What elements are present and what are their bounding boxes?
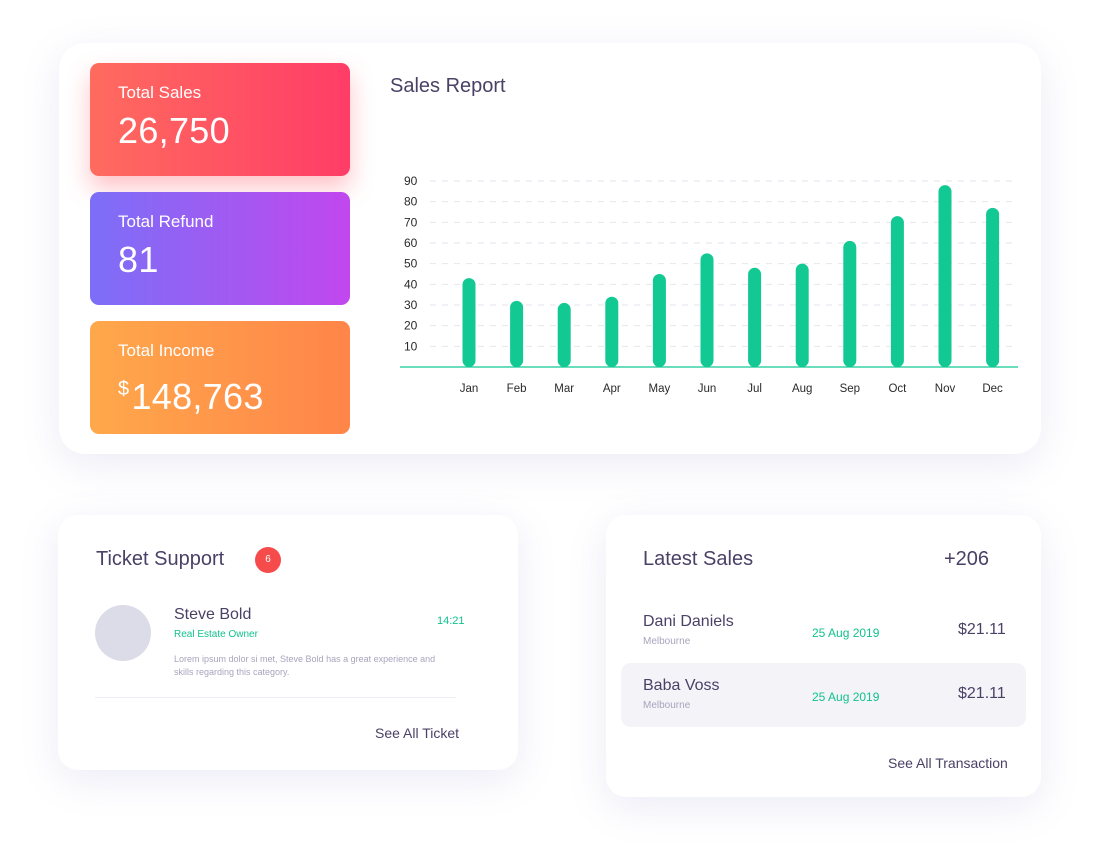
y-tick-label: 70: [404, 215, 418, 229]
x-tick-label: Aug: [792, 383, 812, 395]
x-tick-label: May: [649, 383, 671, 395]
chart-bar: [462, 278, 476, 367]
total-refund-card[interactable]: Total Refund 81: [90, 192, 350, 305]
currency-symbol: $: [118, 378, 130, 400]
total-income-value: 148,763: [131, 376, 264, 417]
ticket-user-role: Real Estate Owner: [174, 629, 258, 640]
sale-amount: $21.11: [958, 685, 1006, 702]
y-tick-label: 30: [404, 298, 418, 312]
see-all-ticket-link[interactable]: See All Ticket: [375, 725, 460, 741]
y-tick-label: 90: [404, 174, 418, 188]
sale-customer-city: Melbourne: [643, 700, 691, 711]
latest-sales-title: Latest Sales: [643, 548, 754, 570]
total-sales-label: Total Sales: [118, 83, 202, 102]
sale-amount: $21.11: [958, 621, 1006, 638]
list-item[interactable]: Baba Voss Melbourne 25 Aug 2019 $21.11: [621, 663, 1026, 727]
chart-bar: [748, 267, 762, 367]
chart-bar: [510, 300, 524, 367]
x-tick-label: Jul: [747, 383, 762, 395]
x-tick-label: Jan: [460, 383, 479, 395]
sales-report-title: Sales Report: [390, 75, 506, 97]
x-tick-label: Feb: [507, 383, 527, 395]
ticket-message: Lorem ipsum dolor si met, Steve Bold has…: [174, 654, 436, 677]
divider: [95, 697, 456, 698]
chart-bar: [652, 274, 666, 367]
total-sales-card[interactable]: Total Sales 26,750: [90, 63, 350, 176]
total-refund-value: 81: [118, 239, 159, 280]
y-tick-label: 80: [404, 195, 418, 209]
x-tick-label: Sep: [840, 383, 860, 395]
ticket-time: 14:21: [437, 615, 465, 627]
y-tick-label: 50: [404, 257, 418, 271]
chart-bar: [938, 185, 952, 367]
chart-bar: [890, 216, 904, 367]
total-income-card[interactable]: Total Income $148,763: [90, 321, 350, 434]
sales-bar-chart: 10 20 30 40 50 60 70 80 90 Jan Feb Mar Apr May Jun Jul A…: [400, 174, 1018, 395]
see-all-transaction-link[interactable]: See All Transaction: [888, 755, 1008, 771]
latest-sales-count: +206: [944, 548, 990, 570]
ticket-user-name[interactable]: Steve Bold: [174, 606, 252, 623]
total-income-value-wrap: $148,763: [118, 369, 322, 417]
x-tick-label: Apr: [603, 383, 621, 395]
chart-bar: [605, 296, 619, 367]
x-tick-label: Oct: [888, 383, 907, 395]
x-tick-label: Nov: [935, 383, 956, 395]
sales-overview-card: Total Sales 26,750 Total Refund 81 Total…: [59, 43, 1041, 454]
y-tick-label: 20: [404, 319, 418, 333]
chart-bar: [986, 207, 1000, 367]
ticket-count-badge: 6: [255, 547, 281, 573]
sale-customer-city: Melbourne: [643, 636, 691, 647]
chart-bar: [557, 302, 571, 367]
y-tick-label: 40: [404, 277, 418, 291]
latest-sales-card: Latest Sales +206 Dani Daniels Melbourne…: [606, 515, 1041, 797]
sale-customer-name: Baba Voss: [643, 677, 720, 694]
x-tick-label: Mar: [554, 383, 574, 395]
chart-bar: [795, 263, 809, 367]
x-tick-label: Dec: [982, 383, 1003, 395]
ticket-support-title: Ticket Support: [96, 548, 225, 570]
sale-customer-name: Dani Daniels: [643, 613, 734, 630]
y-tick-label: 10: [404, 339, 418, 353]
total-sales-value: 26,750: [118, 110, 230, 151]
x-tick-label: Jun: [698, 383, 717, 395]
avatar: [95, 605, 151, 661]
ticket-support-card: Ticket Support 6 Steve Bold Real Estate …: [58, 515, 518, 770]
total-refund-label: Total Refund: [118, 212, 214, 231]
sale-date: 25 Aug 2019: [812, 690, 880, 704]
list-item[interactable]: Dani Daniels Melbourne 25 Aug 2019 $21.1…: [621, 599, 1026, 663]
chart-bar: [700, 253, 714, 367]
y-tick-label: 60: [404, 236, 418, 250]
chart-bar: [843, 240, 857, 367]
total-income-label: Total Income: [118, 341, 215, 360]
sale-date: 25 Aug 2019: [812, 626, 880, 640]
